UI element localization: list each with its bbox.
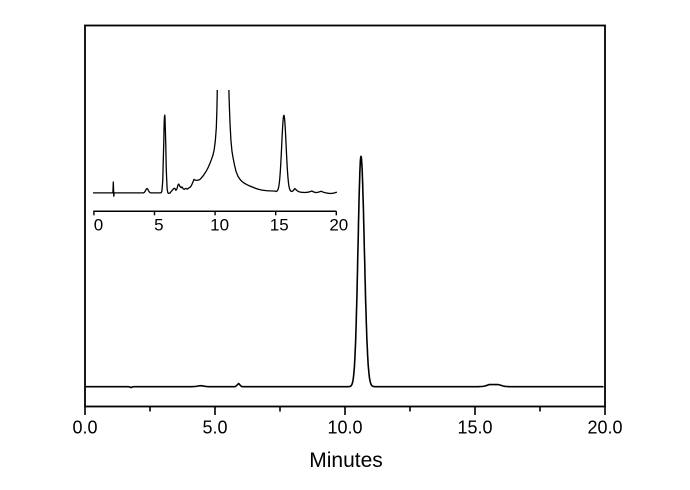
svg-text:10: 10 <box>210 216 229 235</box>
svg-text:0: 0 <box>94 216 103 235</box>
svg-text:5: 5 <box>154 216 163 235</box>
svg-text:15: 15 <box>270 216 289 235</box>
svg-text:20.0: 20.0 <box>587 418 622 438</box>
svg-text:10.0: 10.0 <box>327 418 362 438</box>
svg-text:0.0: 0.0 <box>72 418 97 438</box>
svg-text:Minutes: Minutes <box>309 449 383 472</box>
svg-text:5.0: 5.0 <box>202 418 227 438</box>
svg-text:15.0: 15.0 <box>457 418 492 438</box>
svg-text:20: 20 <box>329 216 348 235</box>
